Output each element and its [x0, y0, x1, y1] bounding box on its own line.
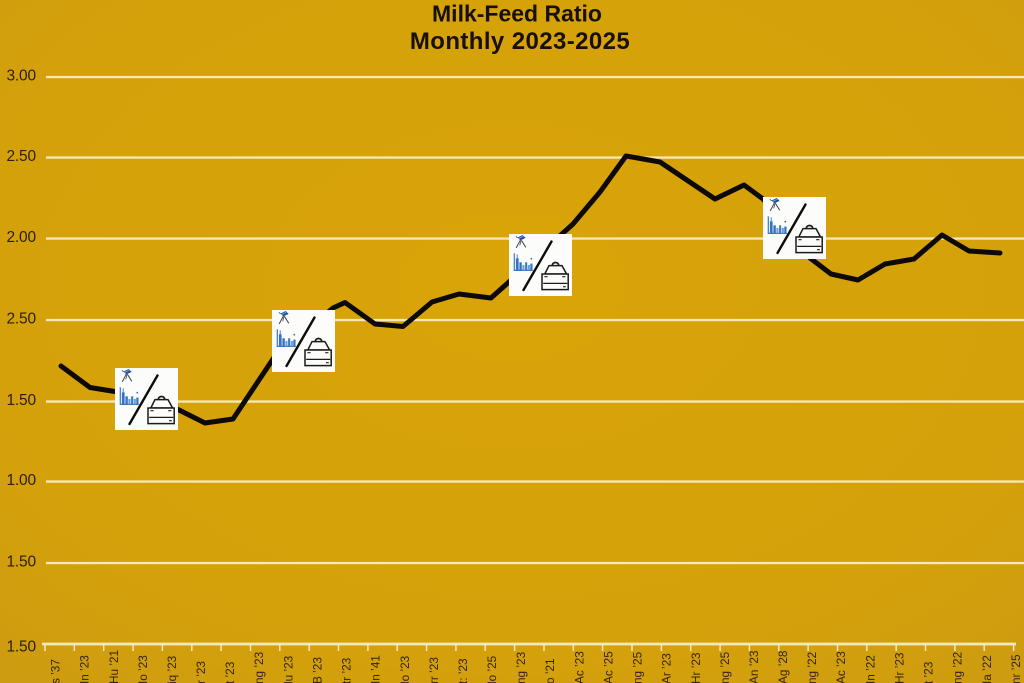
- svg-text:t ’23: t ’23: [922, 661, 936, 683]
- svg-text:t ’23: t ’23: [223, 661, 237, 683]
- svg-text:ng ’23: ng ’23: [252, 651, 266, 683]
- svg-text:Milk-Feed Ratio: Milk-Feed Ratio: [432, 1, 602, 27]
- svg-text:Hr ’23: Hr ’23: [689, 652, 703, 683]
- svg-text:3.00: 3.00: [7, 68, 37, 85]
- svg-text:ng ’25: ng ’25: [631, 651, 645, 683]
- svg-text:tr ’23: tr ’23: [340, 657, 354, 683]
- svg-text:Ia ’22: Ia ’22: [980, 655, 994, 683]
- svg-text:In ’23: In ’23: [78, 655, 92, 683]
- svg-text:s ’37: s ’37: [49, 659, 63, 683]
- svg-text:o ’21: o ’21: [543, 658, 557, 683]
- svg-text:Ag ’28: Ag ’28: [776, 650, 790, 683]
- svg-text:1.50: 1.50: [7, 392, 37, 409]
- svg-text:1.00: 1.00: [7, 472, 37, 489]
- svg-text:Ac ’23: Ac ’23: [834, 651, 848, 683]
- svg-text:In ’41: In ’41: [369, 655, 383, 683]
- svg-text:2.50: 2.50: [7, 311, 37, 328]
- svg-text:nr ’25: nr ’25: [1009, 654, 1023, 683]
- svg-text:Hu ’21: Hu ’21: [107, 650, 121, 683]
- svg-text:An ’23: An ’23: [747, 650, 761, 683]
- svg-text:Ac ’23: Ac ’23: [572, 651, 586, 683]
- svg-text:Monthly 2023-2025: Monthly 2023-2025: [410, 28, 630, 55]
- svg-text:rr ’23: rr ’23: [427, 657, 441, 683]
- svg-text:1.50: 1.50: [7, 639, 37, 656]
- svg-text:Ar ’23: Ar ’23: [660, 653, 674, 683]
- svg-text:ng ’22: ng ’22: [951, 652, 965, 683]
- svg-text:ng ’23: ng ’23: [514, 651, 528, 683]
- svg-text:lo ’25: lo ’25: [485, 655, 499, 683]
- svg-text:lo ’23: lo ’23: [398, 655, 412, 683]
- svg-text:iq ’23: iq ’23: [165, 655, 179, 683]
- svg-text:t: ’23: t: ’23: [456, 658, 470, 683]
- svg-text:Hr ’23: Hr ’23: [893, 652, 907, 683]
- svg-text:Ac ’25: Ac ’25: [602, 651, 616, 683]
- svg-text:In ’22: In ’22: [863, 655, 877, 683]
- svg-text:ng ’22: ng ’22: [805, 652, 819, 683]
- svg-text:2.50: 2.50: [7, 148, 37, 165]
- svg-text:B ’23: B ’23: [310, 657, 324, 683]
- svg-text:1.50: 1.50: [7, 554, 37, 571]
- svg-text:2.00: 2.00: [7, 229, 37, 246]
- svg-text:ng ’25: ng ’25: [718, 651, 732, 683]
- svg-text:lu ’23: lu ’23: [281, 655, 295, 683]
- svg-text:r ’23: r ’23: [194, 661, 208, 683]
- svg-text:Io ’23: Io ’23: [136, 655, 150, 683]
